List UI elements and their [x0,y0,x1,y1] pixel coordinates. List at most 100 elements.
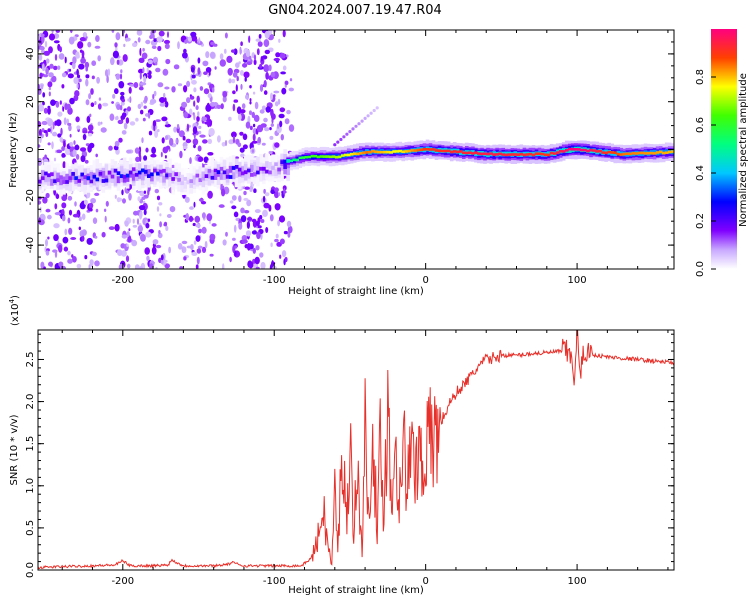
heatmap-cell [263,117,268,123]
heatmap-cell [286,220,292,228]
heatmap-cell [166,214,172,218]
heatmap-ridge-cell [504,153,508,157]
snr-series-line [38,330,674,570]
heatmap-cell [159,213,162,217]
heatmap-ridge-cell [571,148,575,151]
heatmap-cell [57,65,61,70]
heatmap-cell [173,126,178,133]
heatmap-cell [277,219,280,227]
heatmap-cell [184,39,188,44]
heatmap-cell [201,226,207,234]
heatmap-cell [45,58,50,64]
heatmap-ridge-cell [449,150,454,154]
heatmap-ridge-cell [389,151,393,154]
heatmap-cell [57,133,62,138]
heatmap-cell [95,35,100,42]
heatmap-cell [67,250,71,256]
heatmap-cell [132,218,135,224]
heatmap-cell [137,196,141,202]
heatmap-cell [76,83,79,89]
heatmap-cell [242,144,248,150]
heatmap-cell [197,145,202,152]
heatmap-cell [219,53,224,60]
heatmap-ridge-cell [104,164,109,182]
heatmap-ridge-cell [383,150,387,154]
heatmap-cell [68,209,73,216]
heatmap-ridge-cell [144,170,148,174]
heatmap-cell [270,71,276,78]
heatmap-cell [47,142,51,146]
heatmap-cell [83,199,88,205]
heatmap-cell [257,217,261,224]
heatmap-cell [152,94,155,100]
heatmap-ridge-cell [234,166,239,174]
heatmap-ridge-cell [192,177,197,185]
spectrogram-y-label: Frequency (Hz) [8,112,19,188]
heatmap-ridge-cell [265,169,269,174]
heatmap-cell [193,113,196,121]
heatmap-cell [117,119,124,125]
heatmap-cell [128,193,132,201]
heatmap-cell [186,123,190,132]
heatmap-ridge-cell [586,149,590,153]
heatmap-ridge-cell [74,176,78,180]
heatmap-cell [149,263,154,269]
heatmap-cell [72,149,77,157]
heatmap-cell [153,38,157,42]
heatmap-cell [222,91,228,98]
heatmap-cell [143,209,147,216]
heatmap-cell [60,265,66,269]
heatmap-cell [51,141,54,150]
heatmap-cell [375,106,379,110]
heatmap-cell [205,104,212,112]
heatmap-cell [239,46,242,55]
heatmap-cell [185,213,189,221]
heatmap-cell [165,58,171,65]
heatmap-cell [240,83,243,90]
heatmap-ridge-cell [555,151,560,154]
y-tick-label: 0.0 [25,562,36,578]
heatmap-cell [118,81,125,89]
heatmap-cell [176,124,180,129]
heatmap-cell [248,261,254,269]
heatmap-cell [55,119,62,127]
heatmap-cell [225,231,228,237]
heatmap-cell [229,256,232,263]
x-tick-label: 0 [422,275,428,286]
heatmap-ridge-cell [243,170,248,175]
snr-y-ticks: 0.0 0.5 1.0 1.5 2.0 2.5 [25,333,674,578]
heatmap-cell [260,232,263,240]
heatmap-ridge-cell [446,149,451,153]
heatmap-ridge-cell [183,181,187,189]
heatmap-ridge-cell [240,166,245,174]
heatmap-cell [171,86,176,93]
heatmap-cell [198,156,204,162]
heatmap-cell [249,101,252,105]
heatmap-cell [288,124,295,132]
heatmap-ridge-cell [50,172,54,185]
heatmap-cell [274,101,279,107]
heatmap-cell [45,192,50,199]
heatmap-cell [181,101,188,108]
heatmap-cell [246,61,253,66]
heatmap-cell [257,41,263,47]
heatmap-cell [253,59,257,66]
heatmap-ridge-cell [59,175,63,180]
heatmap-ridge-cell [452,150,457,153]
heatmap-ridge-cell [80,172,84,177]
heatmap-cell [236,76,239,82]
heatmap-marks [38,30,674,269]
heatmap-ridge-cell [189,181,193,188]
heatmap-ridge-cell [77,179,81,183]
heatmap-cell [158,230,161,235]
heatmap-cell [233,211,239,218]
heatmap-ridge-cell [47,174,51,182]
heatmap-cell [156,206,160,212]
heatmap-cell [202,60,209,67]
heatmap-cell [121,234,128,239]
heatmap-ridge-cell [62,180,66,184]
heatmap-cell [281,250,287,258]
heatmap-cell [137,103,142,110]
heatmap-cell [286,54,289,58]
